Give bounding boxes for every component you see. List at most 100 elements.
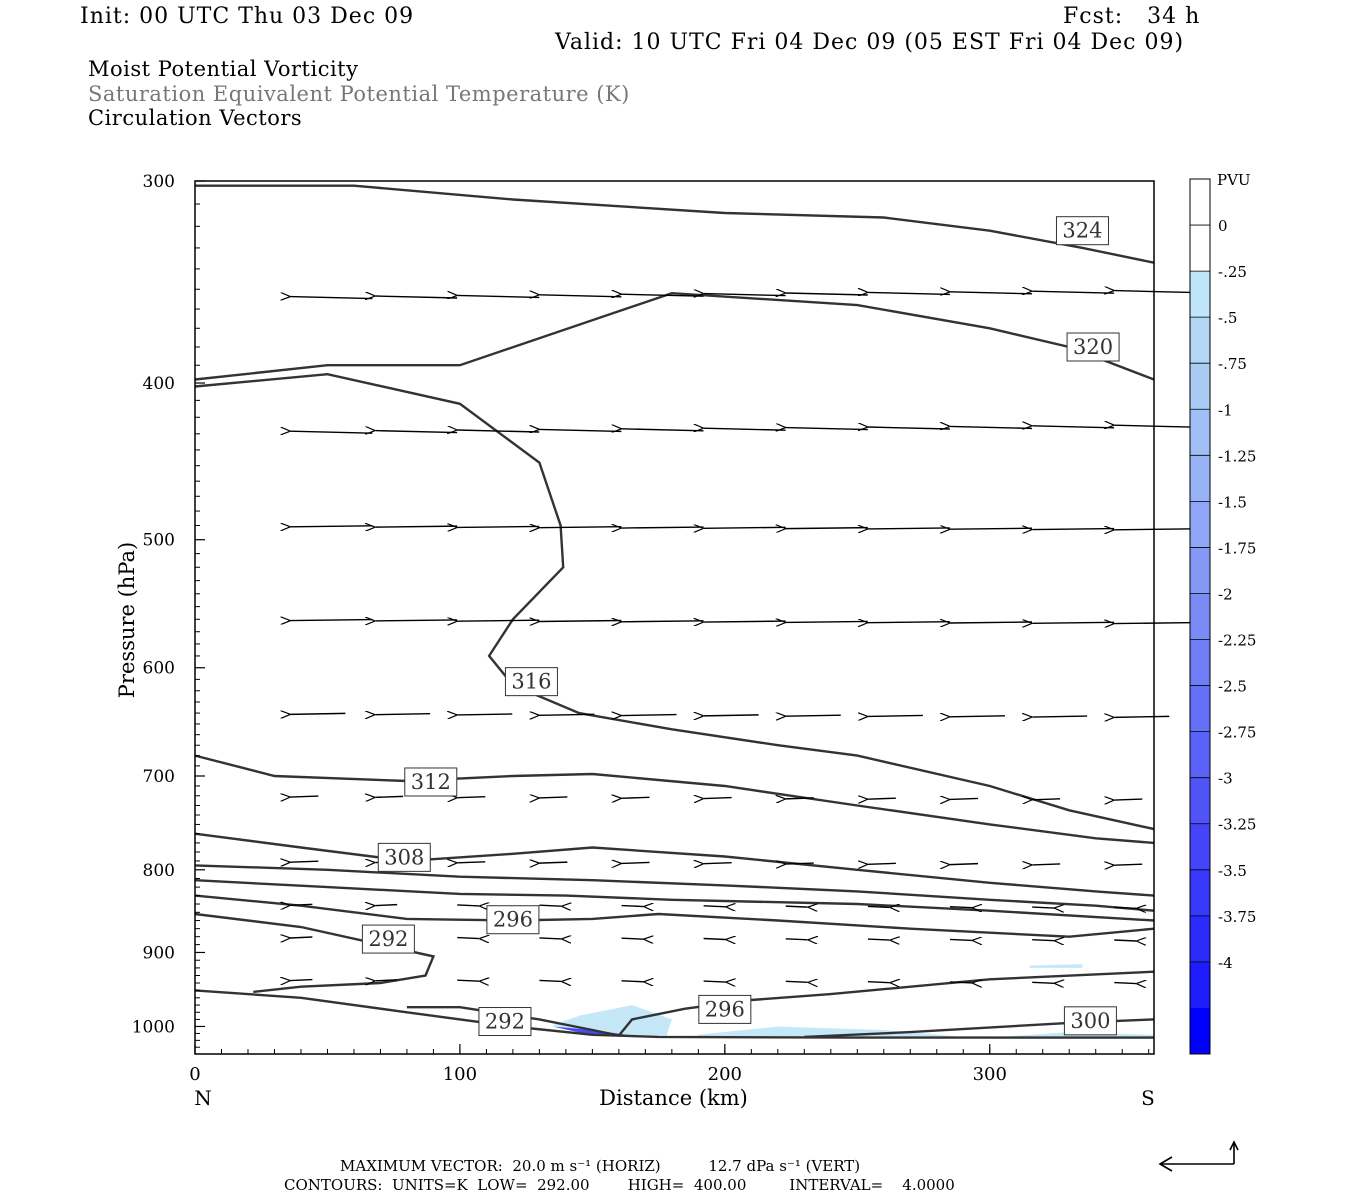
contour-label: 316	[511, 670, 551, 694]
colorbar-unit: PVU	[1217, 171, 1251, 189]
colorbar-segment	[1190, 685, 1210, 733]
colorbar-segment	[1190, 961, 1210, 1009]
circulation-vector	[375, 526, 458, 527]
circulation-vector	[621, 906, 644, 907]
reference-vector-icon	[1158, 1140, 1239, 1172]
colorbar-label: -3.75	[1218, 908, 1256, 926]
circulation-vector	[622, 797, 650, 798]
circulation-vector	[704, 715, 759, 716]
x-tick-label: 200	[708, 1064, 742, 1085]
contour-label-box	[1055, 216, 1109, 246]
contour-label: 300	[1070, 1009, 1110, 1033]
y-tick-label: 1000	[132, 1017, 175, 1037]
contour-label: 292	[485, 1010, 525, 1034]
contour-label-box	[377, 842, 431, 872]
circulation-vector	[949, 939, 972, 940]
colorbar-frame	[1189, 178, 1211, 1055]
circulation-vector	[703, 906, 726, 907]
circulation-vector	[375, 980, 398, 981]
circulation-vector	[375, 620, 458, 621]
colorbar-segment	[1190, 915, 1210, 963]
colorbar-segment	[1190, 363, 1210, 410]
circulation-vector	[457, 862, 486, 863]
circulation-vector	[786, 798, 814, 799]
circulation-vector	[375, 431, 458, 433]
circulation-vector	[1032, 716, 1088, 717]
circulation-vector	[1114, 907, 1136, 908]
title-pv: Moist Potential Vorticity	[88, 57, 359, 81]
theta-contour-1	[194, 291, 1155, 381]
colorbar-label: -2.75	[1218, 724, 1256, 742]
circulation-vector	[539, 527, 622, 528]
colorbar-label: -2.25	[1218, 632, 1256, 650]
circulation-vector	[950, 622, 1033, 623]
contour-label-box	[478, 1007, 532, 1037]
circulation-vector	[703, 938, 726, 939]
colorbar-label: -3.5	[1218, 862, 1247, 880]
circulation-vector	[539, 797, 568, 798]
circulation-vector	[622, 294, 704, 296]
colorbar-label: 0	[1218, 217, 1228, 235]
colorbar-segment	[1190, 1007, 1210, 1055]
circulation-vector	[290, 904, 313, 905]
colorbar-label: -2.5	[1218, 678, 1247, 696]
colorbar-label: -4	[1218, 954, 1233, 972]
circulation-vector	[868, 622, 950, 623]
theta-contour-2	[194, 372, 1155, 831]
circulation-vector	[622, 621, 704, 622]
init-time: Init: 00 UTC Thu 03 Dec 09	[80, 4, 415, 29]
circulation-vector	[539, 429, 622, 431]
circulation-vector	[786, 863, 814, 864]
circulation-vector	[786, 428, 868, 430]
colorbar-segment	[1190, 639, 1210, 687]
circulation-vector	[867, 939, 890, 940]
circulation-vector	[457, 620, 540, 621]
colorbar-label: -1.25	[1218, 447, 1256, 465]
circulation-vector	[704, 621, 786, 622]
circulation-vector	[950, 292, 1033, 294]
circulation-vector	[457, 295, 540, 297]
circulation-vector	[868, 798, 896, 799]
theta-contour-3	[194, 754, 1155, 845]
theta-contour-7	[194, 894, 1155, 938]
circulation-vector	[704, 294, 786, 296]
circulation-vector	[375, 714, 431, 715]
contour-label: 308	[384, 845, 424, 869]
circulation-vector	[457, 526, 540, 527]
circulation-vector	[622, 862, 650, 863]
theta-contour-6	[194, 879, 1155, 922]
y-tick-label: 800	[143, 861, 175, 881]
colorbar-label: -3.25	[1218, 816, 1256, 834]
circulation-vector	[621, 981, 644, 982]
circulation-vector	[539, 905, 561, 906]
x-tick-label: 300	[973, 1064, 1007, 1085]
circulation-vector	[1114, 864, 1143, 865]
theta-contour-0	[195, 184, 1155, 264]
circulation-vector	[950, 528, 1033, 529]
colorbar-segment	[1190, 179, 1210, 226]
circulation-vector	[375, 296, 458, 298]
circulation-vector	[868, 528, 950, 529]
valid-time: Valid: 10 UTC Fri 04 Dec 09 (05 EST Fri …	[555, 30, 1185, 55]
plot-frame	[194, 180, 1155, 1055]
contour-label-box	[486, 905, 540, 935]
circulation-vector	[457, 797, 486, 798]
colorbar-label: -.75	[1218, 355, 1247, 373]
circulation-vector	[1032, 864, 1061, 865]
circulation-vector	[1114, 291, 1197, 293]
colorbar-segment	[1190, 455, 1210, 502]
circulation-vector	[785, 939, 808, 940]
pv-shade-0	[552, 1005, 672, 1036]
colorbar-label: -3	[1218, 770, 1233, 788]
circulation-vector	[704, 527, 786, 528]
colorbar-segment	[1190, 501, 1210, 548]
circulation-vector	[785, 906, 808, 907]
circulation-vector	[1032, 982, 1054, 983]
circulation-vector	[1032, 622, 1115, 623]
contour-label: 296	[705, 997, 745, 1021]
circulation-vector	[290, 980, 313, 981]
contour-label: 292	[368, 927, 408, 951]
circulation-vector	[950, 864, 979, 865]
circulation-vector	[1032, 529, 1115, 530]
